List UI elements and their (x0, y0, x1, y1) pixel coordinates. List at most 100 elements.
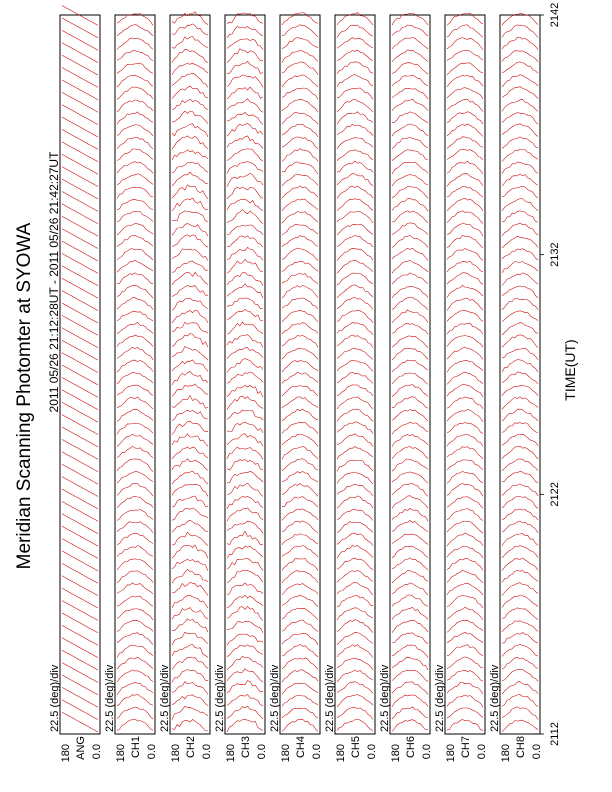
scan-trace (501, 681, 539, 695)
scan-trace (391, 471, 429, 484)
scan-trace (116, 608, 154, 621)
scan-trace (61, 253, 99, 274)
scan-trace (391, 222, 429, 235)
scan-trace (501, 384, 539, 396)
scan-trace (116, 396, 154, 410)
scan-trace (446, 595, 484, 609)
scan-trace (116, 148, 154, 161)
y-tick-top: 180 (500, 744, 512, 762)
scan-trace (446, 160, 484, 175)
scan-trace (446, 619, 484, 633)
scan-trace (116, 620, 154, 632)
panel-ch1: 180 0.0 CH1 22.5 (deg)/div (104, 13, 158, 762)
scan-trace (446, 434, 484, 447)
scan-trace (501, 644, 539, 657)
scan-trace (171, 36, 209, 49)
scan-trace (501, 422, 539, 433)
scan-trace (281, 533, 319, 545)
scan-trace (226, 594, 264, 609)
scan-trace (226, 38, 264, 50)
scan-trace (446, 532, 484, 547)
scan-trace (501, 248, 539, 261)
scan-trace (336, 160, 374, 173)
x-axis-label: TIME(UT) (562, 339, 578, 400)
scan-trace (226, 680, 264, 693)
scan-trace (61, 476, 99, 497)
scan-trace (116, 223, 154, 236)
scan-trace (226, 582, 264, 596)
scan-trace (171, 222, 209, 237)
scan-trace (226, 12, 264, 24)
scan-trace (391, 347, 429, 361)
scan-trace (336, 718, 374, 732)
panel-traces (336, 12, 374, 732)
scan-trace (501, 222, 539, 237)
scan-trace (501, 310, 539, 322)
panel-traces (116, 13, 154, 731)
scan-trace (171, 433, 209, 447)
scan-trace (61, 315, 99, 336)
scan-trace (501, 520, 539, 533)
scan-trace (226, 297, 264, 309)
scan-trace (446, 569, 484, 584)
scan-trace (446, 272, 484, 285)
scan-trace (281, 123, 319, 138)
scan-trace (226, 422, 264, 434)
scan-trace (61, 377, 99, 398)
scan-trace (116, 471, 154, 484)
scan-trace (226, 247, 264, 261)
y-tick-bottom: 0.0 (146, 744, 158, 759)
scan-trace (61, 625, 99, 646)
scan-trace (391, 259, 429, 274)
scan-trace (171, 248, 209, 261)
scan-trace (61, 389, 99, 410)
scan-trace (61, 129, 99, 150)
scan-trace (501, 298, 539, 311)
panel-frame (114, 14, 156, 735)
scan-trace (391, 13, 429, 26)
scan-trace (281, 657, 319, 670)
scan-trace (281, 385, 319, 397)
scan-trace (281, 37, 319, 49)
scan-trace (501, 123, 539, 137)
scan-trace (116, 186, 154, 199)
scan-trace (226, 633, 264, 646)
scan-trace (116, 693, 154, 707)
scan-trace (116, 372, 154, 385)
scan-trace (391, 669, 429, 682)
scan-trace (61, 79, 99, 101)
panel-ch8: 180 0.0 CH8 22.5 (deg)/div (489, 13, 543, 762)
scan-trace (281, 50, 319, 63)
scan-trace (171, 706, 209, 720)
scan-trace (226, 321, 264, 335)
scan-trace (501, 694, 539, 707)
scan-trace (116, 521, 154, 534)
scan-trace (171, 309, 209, 324)
scan-trace (61, 711, 99, 733)
y-tick-bottom: 0.0 (91, 744, 103, 759)
scan-trace (61, 674, 99, 696)
scan-trace (226, 482, 264, 497)
scan-trace (116, 706, 154, 720)
scan-trace (116, 359, 154, 373)
scan-trace (226, 718, 264, 733)
scan-trace (226, 61, 264, 75)
x-tick-label: 2142 (549, 3, 561, 27)
x-ticks-group: 2112 2122 2132 2142 (540, 3, 561, 746)
scan-trace (336, 471, 374, 485)
scan-trace (226, 98, 264, 113)
scan-trace (446, 62, 484, 76)
y-tick-top: 180 (280, 744, 292, 762)
scan-trace (501, 706, 539, 720)
scan-trace (116, 483, 154, 497)
scan-trace (501, 433, 539, 446)
scan-trace (501, 508, 539, 521)
scan-trace (281, 520, 319, 534)
scan-trace (391, 632, 429, 644)
scan-trace (446, 24, 484, 38)
scan-trace (171, 285, 208, 297)
chart-title: Meridian Scanning Photomter at SYOWA (14, 222, 35, 569)
scan-trace (61, 538, 99, 559)
panel-ch3: 180 0.0 CH3 22.5 (deg)/div (214, 12, 268, 762)
